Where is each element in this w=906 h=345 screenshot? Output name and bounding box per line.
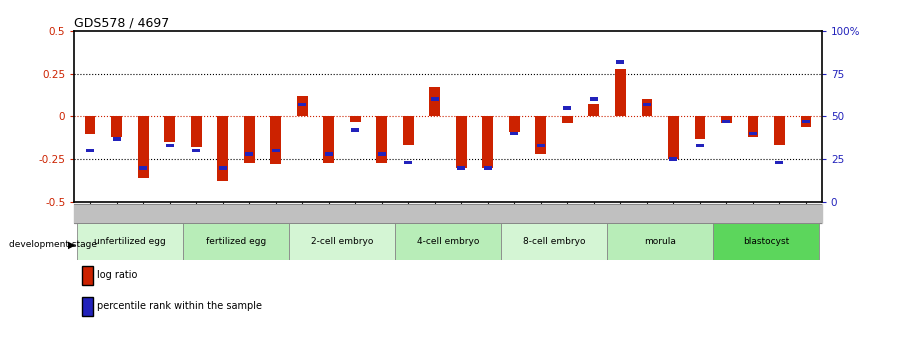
Bar [643,102,651,106]
Bar [429,87,440,117]
Bar [590,98,598,101]
Bar [535,117,546,154]
Text: fertilized egg: fertilized egg [206,237,266,246]
Bar [776,161,784,165]
Bar [607,223,713,260]
Bar [112,137,120,140]
Text: log ratio: log ratio [97,270,138,280]
Text: development stage: development stage [9,240,97,249]
Text: 4-cell embryo: 4-cell embryo [417,237,479,246]
Bar [183,223,289,260]
Bar [749,132,757,135]
Bar [458,166,466,169]
Bar [85,117,95,134]
Bar [246,152,253,156]
Bar [352,128,359,132]
Bar [192,149,200,152]
Bar [537,144,545,147]
Bar [562,117,573,123]
Bar [218,166,226,169]
Bar [86,149,94,152]
Bar [616,60,624,64]
Bar [641,99,652,117]
Bar [272,149,280,152]
Bar [77,223,183,260]
Bar [404,161,412,165]
Bar [747,117,758,137]
Bar [270,117,281,164]
Bar [289,223,395,260]
Bar [217,117,228,181]
Bar [774,117,785,146]
Text: percentile rank within the sample: percentile rank within the sample [97,302,262,311]
Bar [483,117,493,168]
Bar [802,120,810,124]
Bar [484,166,492,169]
Text: GDS578 / 4697: GDS578 / 4697 [74,17,169,30]
Bar [297,96,307,117]
Bar [801,117,811,127]
Bar [378,152,386,156]
Bar [324,152,333,156]
Text: 2-cell embryo: 2-cell embryo [311,237,373,246]
Bar [298,102,306,106]
Bar [138,117,149,178]
Bar [615,69,626,117]
Bar [696,144,704,147]
Bar [668,117,679,159]
Text: 8-cell embryo: 8-cell embryo [523,237,585,246]
Bar [721,117,732,123]
Text: morula: morula [644,237,676,246]
Bar [564,106,572,110]
Text: ▶: ▶ [68,240,75,250]
Bar [244,117,255,162]
Bar [713,223,819,260]
Bar [430,98,439,101]
Bar [589,105,599,117]
Bar [501,223,607,260]
Bar [456,117,467,168]
Bar [510,132,518,135]
Bar [323,117,334,162]
Bar [395,223,501,260]
Bar [111,117,122,137]
Bar [403,117,413,146]
Bar [164,117,175,142]
Bar [140,166,147,169]
Bar [377,117,387,162]
Bar [166,144,174,147]
Bar [350,117,361,121]
Bar [509,117,519,132]
Bar [191,117,201,147]
Bar [670,157,678,161]
Bar [722,120,730,124]
Text: unfertilized egg: unfertilized egg [94,237,166,246]
Text: blastocyst: blastocyst [743,237,789,246]
Bar [695,117,705,139]
